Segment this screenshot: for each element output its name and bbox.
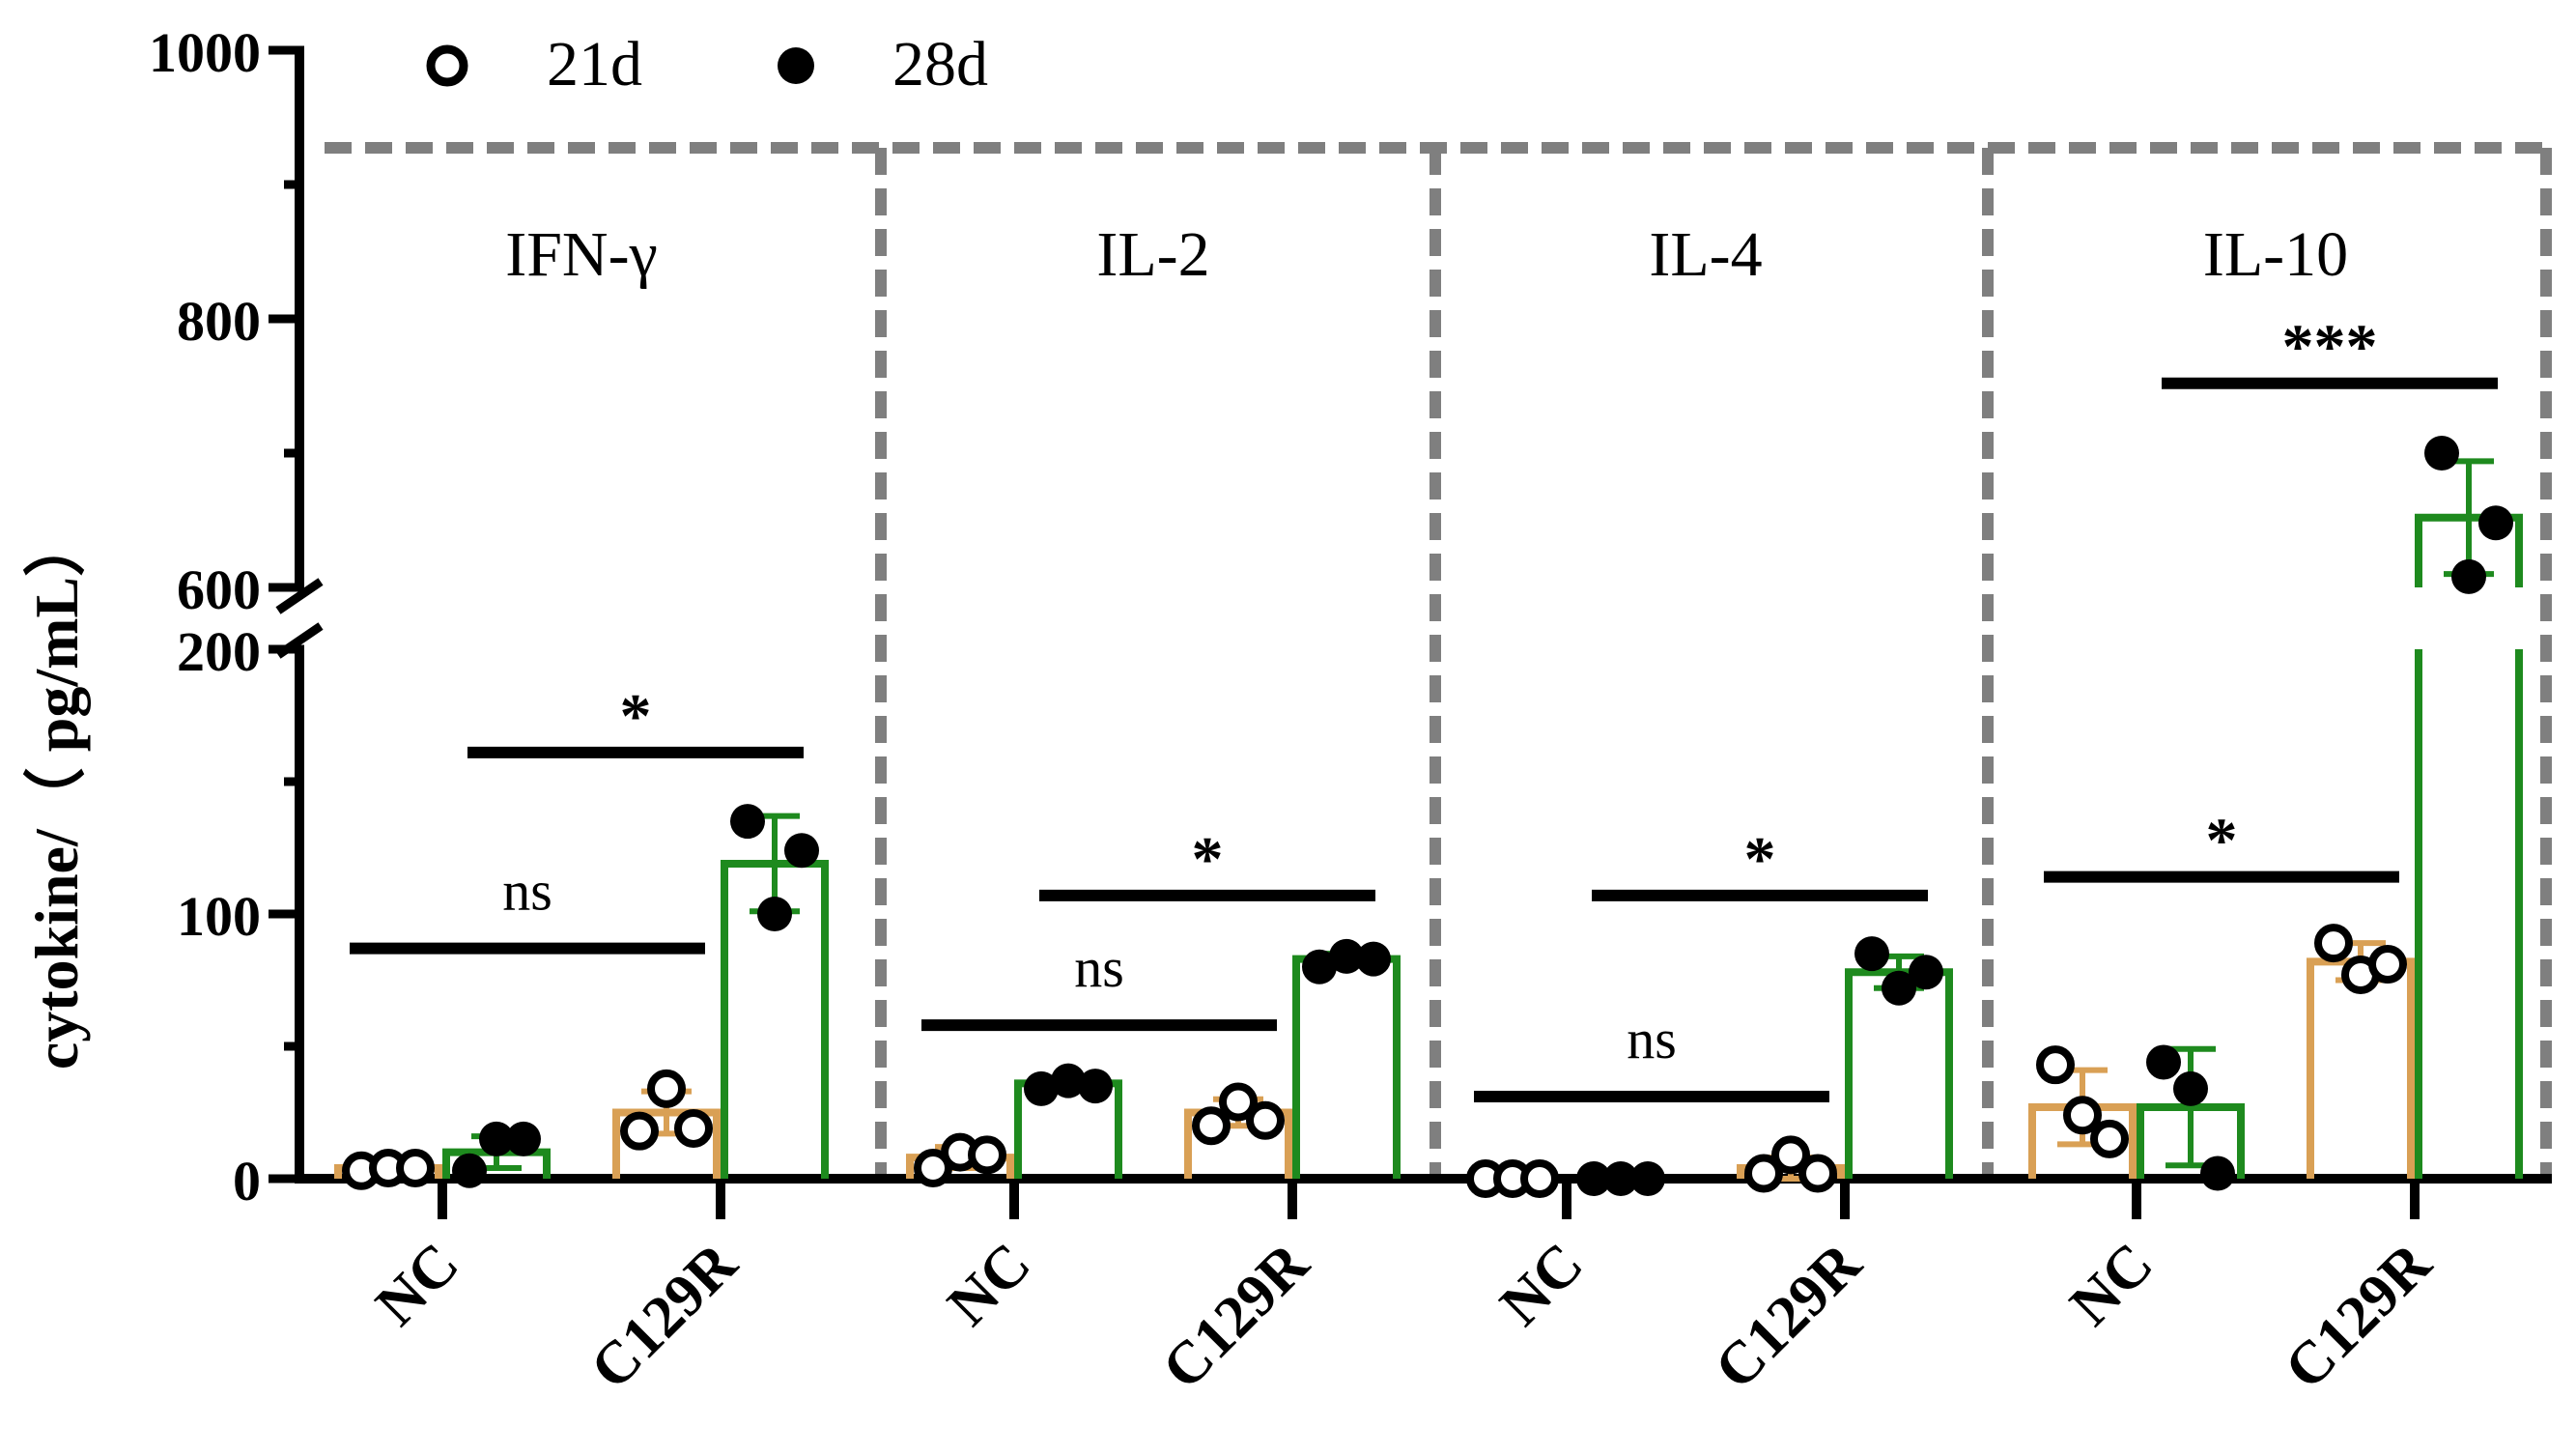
point-28d	[479, 1121, 514, 1156]
legend-marker-21d	[426, 44, 468, 87]
y-axis-title: cytokine/（ pg/mL）	[22, 515, 91, 1070]
x-tick-label-C129R: C129R	[579, 1230, 750, 1402]
significance-label-IFN-γ-2: *	[620, 681, 652, 752]
point-21d	[396, 1149, 435, 1188]
bar-IL-10-C129R-28d-lower	[2415, 649, 2523, 1179]
panel-title-ifn-gamma: IFN-γ	[505, 219, 658, 290]
point-28d	[2451, 558, 2486, 594]
x-tick-label-NC: NC	[935, 1231, 1042, 1338]
point-28d	[506, 1121, 541, 1156]
panel-frames	[325, 142, 2552, 1179]
x-tick-labels: NC C129R NC C129R NC C129R NC C129R	[363, 1230, 2444, 1402]
point-28d	[1630, 1161, 1665, 1196]
point-28d	[1909, 955, 1943, 990]
legend-label-28d: 28d	[892, 29, 988, 100]
point-21d	[1744, 1154, 1783, 1193]
significance-label-IL-10-1: *	[2206, 806, 2238, 876]
y-tick-label-200: 200	[177, 620, 261, 683]
panel-title-il-10: IL-10	[2203, 219, 2348, 290]
point-28d	[1051, 1063, 1086, 1098]
point-21d	[1219, 1082, 1258, 1122]
point-28d	[757, 897, 792, 931]
significance-annotations: ns*ns*ns* ****	[350, 312, 2498, 1103]
point-28d	[1576, 1161, 1611, 1196]
significance-label-IL-2-2: *	[1192, 824, 1224, 895]
point-28d	[730, 804, 765, 840]
x-tick-label-C129R: C129R	[1703, 1230, 1875, 1402]
y-tick-label-1000: 1000	[149, 21, 261, 84]
y-tick-label-800: 800	[177, 290, 261, 353]
point-28d	[1024, 1070, 1059, 1106]
x-tick-label-C129R: C129R	[1150, 1230, 1322, 1402]
panel-title-il-4: IL-4	[1649, 219, 1762, 290]
y-tick-label-100: 100	[177, 885, 261, 948]
point-21d	[1520, 1159, 1559, 1198]
data-points	[342, 436, 2513, 1198]
significance-label-IL-4-2: *	[1744, 824, 1776, 895]
point-21d	[2314, 924, 2353, 963]
point-21d	[1771, 1135, 1810, 1175]
bar-IL-2-C129R-28d	[1292, 955, 1401, 1179]
y-tick-label-0: 0	[233, 1150, 261, 1212]
point-28d	[2424, 436, 2459, 471]
point-28d	[2146, 1044, 2181, 1080]
legend-marker-28d	[778, 47, 814, 84]
point-28d	[1302, 949, 1337, 984]
significance-label-IL-10-2: ***	[2282, 312, 2378, 383]
point-28d	[2478, 505, 2513, 541]
point-28d	[452, 1153, 487, 1188]
panel-title-il-2: IL-2	[1096, 219, 1209, 290]
point-28d	[1329, 938, 1364, 974]
x-tick-label-C129R: C129R	[2273, 1230, 2445, 1402]
point-21d	[2036, 1045, 2075, 1085]
significance-label-IL-4-1: ns	[1627, 1008, 1677, 1070]
x-tick-label-NC: NC	[1487, 1231, 1595, 1338]
point-21d	[2368, 945, 2407, 984]
point-28d	[1603, 1161, 1638, 1196]
point-28d	[1854, 936, 1889, 972]
point-21d	[620, 1111, 659, 1151]
point-21d	[674, 1108, 713, 1148]
y-tick-label-600: 600	[177, 558, 261, 621]
point-28d	[1882, 970, 1916, 1006]
point-28d	[2200, 1155, 2235, 1191]
point-28d	[1356, 941, 1391, 977]
legend-label-21d: 21d	[547, 29, 642, 100]
point-21d	[914, 1149, 952, 1188]
point-21d	[1192, 1106, 1231, 1146]
significance-label-IL-2-1: ns	[1074, 936, 1124, 999]
point-21d	[1798, 1154, 1837, 1193]
point-28d	[784, 833, 819, 869]
point-21d	[968, 1135, 1006, 1175]
y-axis-break-mark-upper	[275, 578, 324, 614]
x-tick-label-NC: NC	[363, 1231, 470, 1338]
point-28d	[2173, 1070, 2208, 1106]
bar-IL-10-C129R-21d	[2307, 957, 2415, 1179]
point-21d	[1246, 1100, 1285, 1140]
x-tick-label-NC: NC	[2057, 1231, 2165, 1338]
point-21d	[647, 1069, 686, 1108]
point-21d	[2063, 1096, 2102, 1135]
point-21d	[2090, 1119, 2129, 1158]
significance-label-IFN-γ-1: ns	[502, 860, 552, 923]
point-28d	[1078, 1069, 1113, 1104]
